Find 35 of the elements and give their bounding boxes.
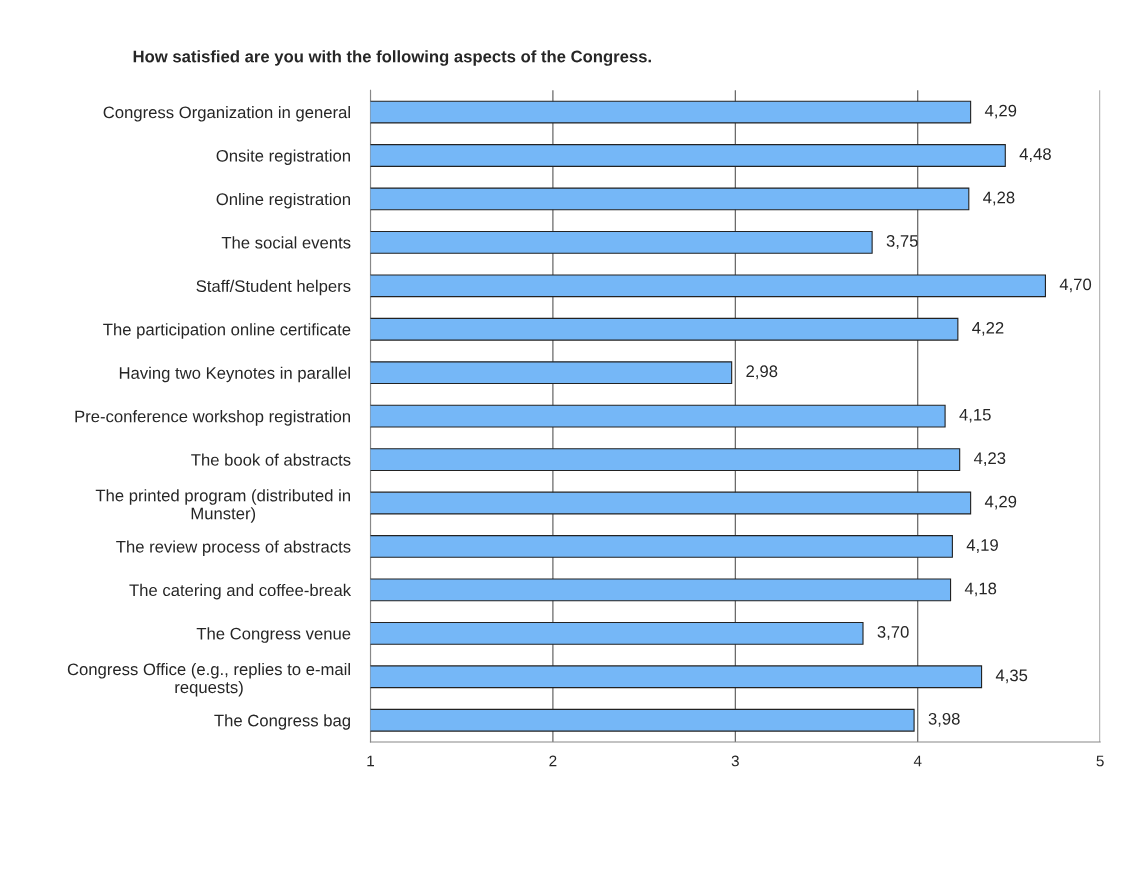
y-tick-label: The social events <box>221 236 351 249</box>
data-label: 4,35 <box>995 669 1028 684</box>
y-tick-label: The Congress venue <box>196 627 351 643</box>
data-label: 4,29 <box>984 104 1017 119</box>
y-tick-label: Online registration <box>216 192 350 209</box>
data-label: 4,19 <box>966 539 998 553</box>
y-tick-label: Pre-conference workshop registration <box>75 410 350 426</box>
y-tick-label: Congress Organization in general <box>103 106 350 122</box>
data-label: 4,48 <box>1019 148 1051 162</box>
data-label: 4,22 <box>972 321 1004 336</box>
data-label: 4,23 <box>973 452 1006 467</box>
y-tick-label: The review process of abstracts <box>116 540 351 556</box>
data-label: 4,29 <box>984 495 1017 510</box>
chart-title: How satisfied are you with the following aspects of the Congress. <box>133 50 651 66</box>
data-label: 3,98 <box>928 712 960 727</box>
x-tick-label: 2 <box>549 755 557 767</box>
data-label: 4,28 <box>983 191 1015 206</box>
y-tick-label: Congress Office (e.g., replies to e-mail requests) <box>67 662 350 697</box>
data-label: 3,70 <box>877 626 909 640</box>
y-tick-label: Having two Keynotes in parallel <box>119 366 350 383</box>
y-tick-label: The participation online certificate <box>103 323 351 339</box>
x-tick-label: 4 <box>913 755 922 767</box>
y-tick-label: Staff/Student helpers <box>196 279 351 296</box>
y-tick-label: The Congress bag <box>214 714 350 730</box>
data-label: 4,18 <box>964 582 997 597</box>
y-tick-label: The catering and coffee-break <box>129 583 352 600</box>
y-tick-label: The book of abstracts <box>191 453 351 466</box>
y-tick-label: The printed program (distributed in Munster) <box>95 489 350 523</box>
x-tick-label: 3 <box>731 755 739 767</box>
data-label: 4,70 <box>1059 278 1092 293</box>
x-tick-label: 5 <box>1096 755 1104 767</box>
data-label: 4,15 <box>959 408 991 423</box>
y-tick-label: Onsite registration <box>216 149 350 165</box>
x-tick-label: 1 <box>367 755 374 767</box>
data-label: 2,98 <box>746 365 778 380</box>
